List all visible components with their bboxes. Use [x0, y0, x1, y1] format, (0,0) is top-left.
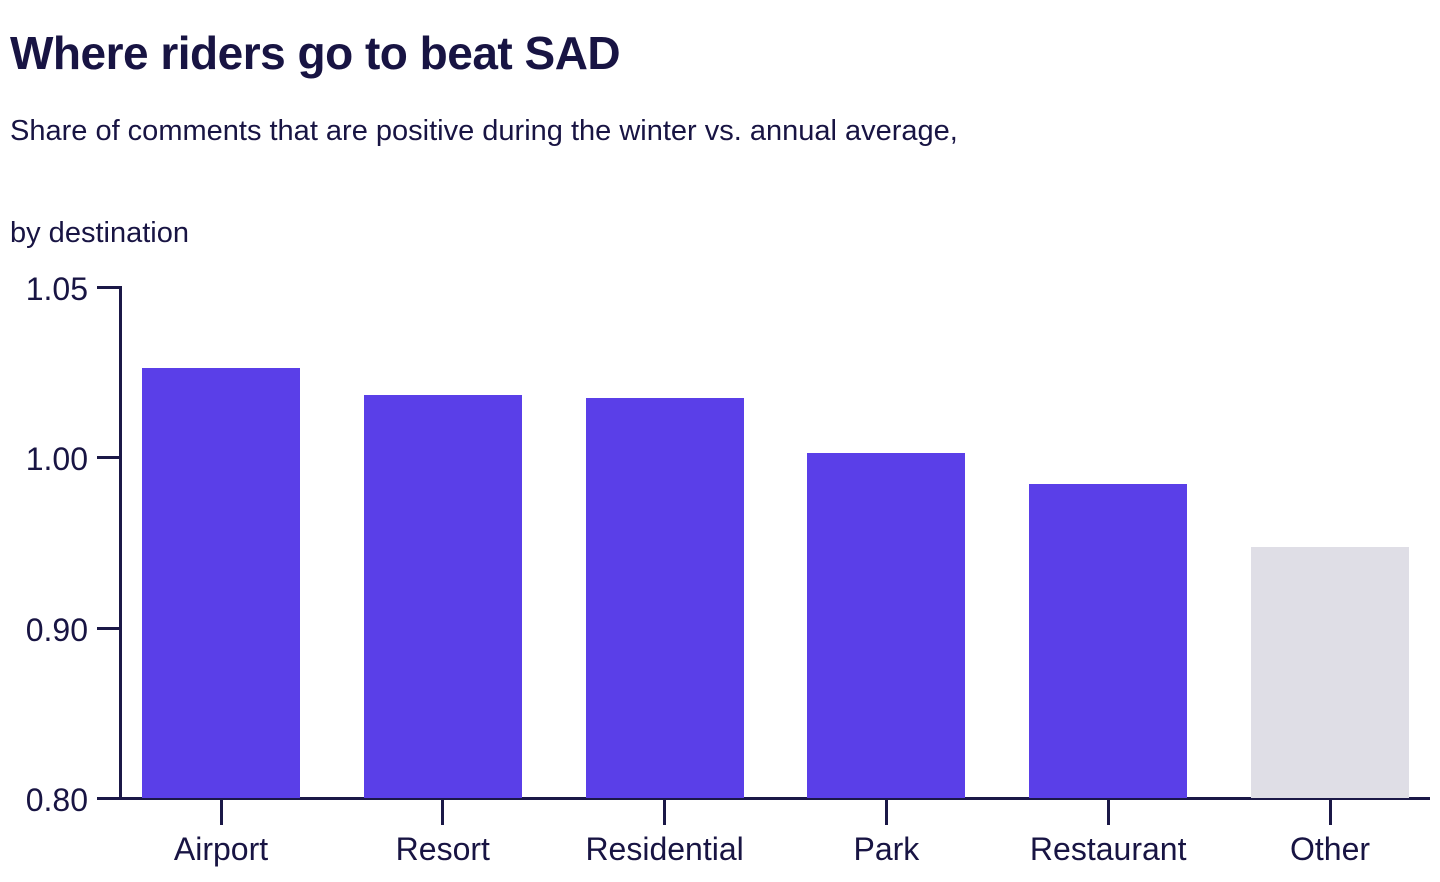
x-tick-mark — [1328, 800, 1332, 825]
bar-other — [1251, 546, 1409, 798]
bar-restaurant — [1029, 483, 1188, 798]
x-axis-label: Residential — [585, 831, 744, 867]
x-axis-label: Other — [1289, 831, 1371, 867]
y-tick-label: 0.80 — [25, 782, 88, 818]
bar-residential — [585, 398, 744, 798]
y-tick-label: 1.05 — [25, 271, 88, 307]
y-tick-label: 1.00 — [25, 441, 88, 478]
x-tick-mark — [441, 800, 445, 825]
y-tick-mark — [97, 286, 119, 289]
chart-subtitle-line1: Share of comments that are positive duri… — [10, 115, 958, 147]
y-tick-mark — [97, 797, 119, 800]
chart-subtitle-line2: by destination — [10, 217, 189, 249]
y-axis-line — [119, 286, 122, 800]
bar-airport — [142, 367, 300, 798]
y-tick-label: 0.90 — [25, 611, 88, 648]
x-tick-mark — [1106, 800, 1110, 825]
x-tick-mark — [884, 800, 888, 825]
x-axis-line — [97, 797, 1430, 800]
bar-park — [807, 452, 966, 798]
x-axis-label: Park — [853, 831, 920, 867]
x-tick-mark — [219, 800, 223, 825]
chart-subtitle: Share of comments that are positive duri… — [10, 106, 958, 259]
y-tick-mark — [97, 456, 119, 460]
y-tick-mark — [97, 626, 119, 630]
x-axis-label: Resort — [395, 831, 490, 867]
x-tick-mark — [663, 800, 667, 825]
bar-resort — [363, 395, 522, 798]
x-axis-label: Restaurant — [1029, 831, 1187, 867]
chart-title: Where riders go to beat SAD — [10, 27, 621, 79]
x-axis-label: Airport — [173, 831, 269, 867]
